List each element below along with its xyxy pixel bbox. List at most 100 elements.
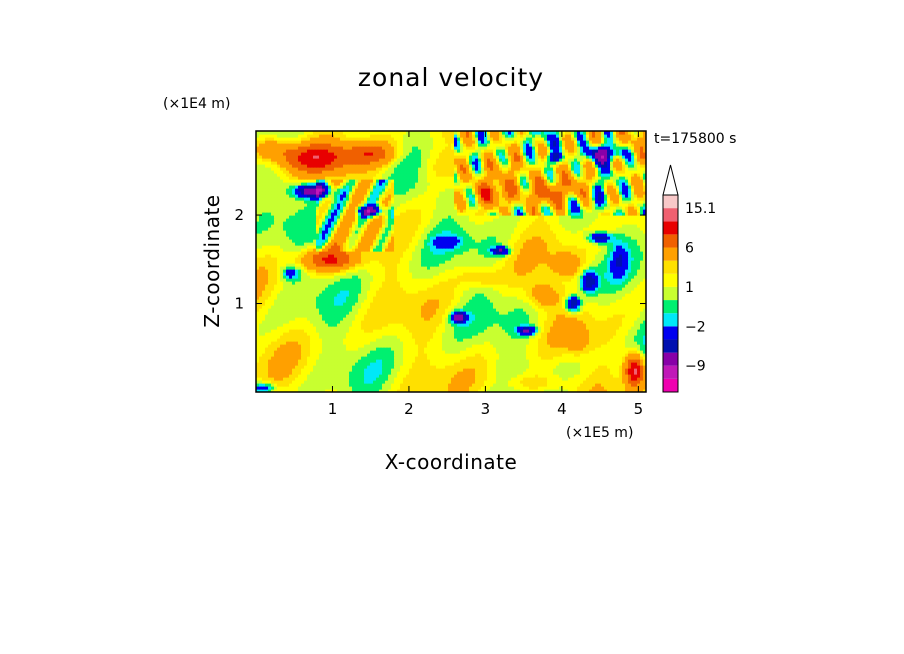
heatmap-cell — [298, 389, 302, 392]
heatmap-cell — [262, 341, 266, 345]
heatmap-cell — [307, 341, 311, 345]
heatmap-cell — [571, 341, 575, 345]
heatmap-cell — [508, 389, 512, 392]
heatmap-cell — [412, 323, 416, 327]
heatmap-cell — [289, 320, 293, 324]
heatmap-cell — [586, 353, 590, 357]
heatmap-cell — [457, 329, 461, 333]
heatmap-cell — [400, 368, 404, 372]
heatmap-cell — [286, 320, 290, 324]
heatmap-cell — [322, 335, 326, 339]
heatmap-cell — [607, 302, 611, 306]
heatmap-cell — [337, 374, 341, 378]
heatmap-cell — [484, 296, 488, 300]
heatmap-cell — [601, 326, 605, 330]
heatmap-cell — [610, 320, 614, 324]
heatmap-cell — [631, 362, 635, 366]
heatmap-cell — [313, 377, 317, 381]
heatmap-cell — [541, 305, 545, 309]
heatmap-cell — [616, 389, 620, 392]
heatmap-cell — [322, 356, 326, 360]
heatmap-cell — [406, 359, 410, 363]
heatmap-cell — [427, 299, 431, 303]
heatmap-cell — [346, 341, 350, 345]
heatmap-cell — [493, 323, 497, 327]
heatmap-cell — [517, 296, 521, 300]
heatmap-cell — [310, 308, 314, 312]
heatmap-cell — [493, 374, 497, 378]
heatmap-cell — [445, 383, 449, 387]
heatmap-cell — [628, 380, 632, 384]
heatmap-cell — [622, 293, 626, 297]
heatmap-cell — [454, 389, 458, 392]
heatmap-cell — [607, 371, 611, 375]
heatmap-cell — [604, 362, 608, 366]
heatmap-cell — [589, 338, 593, 342]
heatmap-cell — [454, 341, 458, 345]
heatmap-cell — [631, 299, 635, 303]
heatmap-cell — [616, 305, 620, 309]
heatmap-cell — [301, 338, 305, 342]
heatmap-cell — [511, 326, 515, 330]
heatmap-cell — [445, 293, 449, 297]
heatmap-cell — [325, 320, 329, 324]
heatmap-cell — [334, 347, 338, 351]
heatmap-cell — [457, 377, 461, 381]
heatmap-cell — [400, 305, 404, 309]
heatmap-cell — [430, 326, 434, 330]
heatmap-cell — [370, 320, 374, 324]
heatmap-cell — [484, 359, 488, 363]
heatmap-cell — [637, 380, 641, 384]
heatmap-cell — [292, 329, 296, 333]
heatmap-cell — [274, 305, 278, 309]
heatmap-cell — [613, 323, 617, 327]
heatmap-cell — [391, 347, 395, 351]
heatmap-cell — [256, 380, 260, 384]
heatmap-cell — [307, 350, 311, 354]
heatmap-cell — [463, 389, 467, 392]
heatmap-cell — [373, 347, 377, 351]
heatmap-cell — [532, 311, 536, 315]
heatmap-cell — [403, 323, 407, 327]
heatmap-cell — [376, 308, 380, 312]
heatmap-cell — [637, 377, 641, 381]
heatmap-cell — [472, 329, 476, 333]
heatmap-cell — [364, 359, 368, 363]
heatmap-cell — [532, 353, 536, 357]
heatmap-cell — [409, 347, 413, 351]
heatmap-cell — [319, 302, 323, 306]
heatmap-cell — [400, 329, 404, 333]
heatmap-cell — [418, 323, 422, 327]
heatmap-cell — [436, 320, 440, 324]
heatmap-cell — [568, 335, 572, 339]
heatmap-cell — [538, 344, 542, 348]
heatmap-cell — [283, 365, 287, 369]
heatmap-cell — [508, 332, 512, 336]
heatmap-cell — [400, 386, 404, 390]
heatmap-cell — [274, 329, 278, 333]
heatmap-cell — [562, 368, 566, 372]
heatmap-cell — [616, 359, 620, 363]
heatmap-cell — [337, 359, 341, 363]
heatmap-cell — [631, 383, 635, 387]
heatmap-cell — [550, 362, 554, 366]
heatmap-cell — [379, 356, 383, 360]
heatmap-cell — [559, 293, 563, 297]
heatmap-cell — [376, 329, 380, 333]
heatmap-cell — [295, 323, 299, 327]
heatmap-cell — [268, 374, 272, 378]
heatmap-cell — [568, 332, 572, 336]
heatmap-cell — [262, 380, 266, 384]
heatmap-cell — [454, 383, 458, 387]
heatmap-cell — [418, 356, 422, 360]
heatmap-cell — [442, 353, 446, 357]
heatmap-cell — [481, 374, 485, 378]
heatmap-cell — [631, 305, 635, 309]
heatmap-cell — [274, 326, 278, 330]
heatmap-cell — [619, 311, 623, 315]
heatmap-cell — [523, 356, 527, 360]
heatmap-cell — [562, 386, 566, 390]
heatmap-cell — [415, 350, 419, 354]
heatmap-cell — [577, 359, 581, 363]
heatmap-cell — [394, 350, 398, 354]
